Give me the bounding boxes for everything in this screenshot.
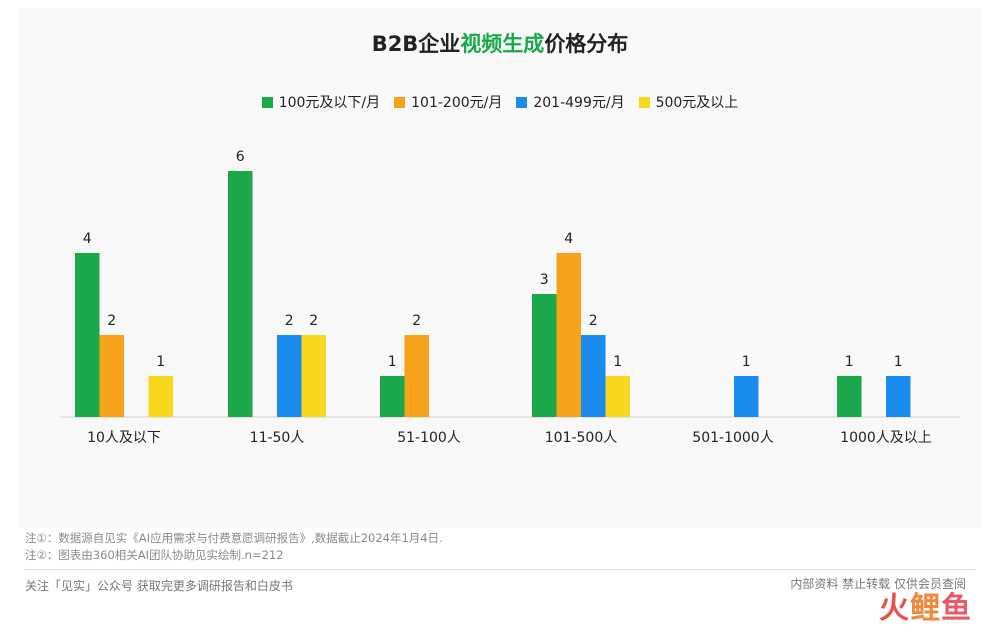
bar-3-2 [581,335,606,417]
footer-divider [25,569,975,570]
bar-3-1 [556,253,581,417]
bar-2-0 [380,376,405,417]
data-label-3-1: 4 [564,231,573,247]
data-label-1-2: 2 [285,313,294,329]
bar-2-1 [404,335,429,417]
chart-panel [18,8,982,528]
legend-item-1: 101-200元/月 [394,92,502,112]
legend-label-1: 101-200元/月 [411,95,503,111]
bar-5-2 [886,376,911,417]
watermark-char-b: 鲤 [910,591,941,626]
watermark-char-c: 鱼 [941,591,972,626]
data-label-1-3: 2 [309,313,318,329]
data-label-2-0: 1 [388,354,397,370]
x-tick-label-5: 1000人及以上 [840,430,932,446]
notes: 注①：数据源自见实《AI应用需求与付费意愿调研报告》,数据截止2024年1月4日… [25,530,443,564]
x-tick-label-2: 51-100人 [397,430,461,446]
bar-0-0 [75,253,100,417]
legend-item-0: 100元及以下/月 [261,92,381,112]
footer-left-text: 关注「见实」公众号 获取完更多调研报告和白皮书 [25,579,293,593]
data-label-3-3: 1 [613,354,622,370]
legend-swatch-1 [394,96,406,108]
data-label-0-3: 1 [156,354,165,370]
bar-1-3 [301,335,326,417]
bar-0-3 [148,376,173,417]
legend-label-3: 500元及以上 [655,95,739,111]
footer-right-text: 内部资料 禁止转载 仅供会员查阅 [790,577,966,591]
legend-swatch-2 [516,96,528,108]
bar-0-1 [99,335,124,417]
bar-3-0 [532,294,557,417]
title-prefix: B2B企业 [371,32,461,56]
data-label-3-2: 2 [589,313,598,329]
legend-swatch-3 [638,96,650,108]
data-label-0-0: 4 [83,231,92,247]
watermark-char-a: 火 [879,591,910,626]
bar-1-0 [228,171,253,417]
legend-label-2: 201-499元/月 [533,95,625,111]
data-label-0-1: 2 [107,313,116,329]
chart-title: B2B企业视频生成价格分布 [0,28,1000,58]
legend-item-2: 201-499元/月 [516,92,625,112]
legend-item-3: 500元及以上 [638,92,739,112]
x-tick-label-1: 11-50人 [250,430,305,446]
note-2: 注②：图表由360相关AI团队协助见实绘制.n=212 [25,548,284,562]
x-tick-label-0: 10人及以下 [87,430,161,446]
legend-swatch-0 [261,96,273,108]
data-label-2-1: 2 [412,313,421,329]
data-label-4-2: 1 [742,354,751,370]
chart-legend: 100元及以下/月 101-200元/月 201-499元/月 500元及以上 [0,92,1000,112]
bar-1-2 [277,335,302,417]
title-suffix: 价格分布 [544,32,629,56]
data-label-1-0: 6 [236,149,245,165]
note-1: 注①：数据源自见实《AI应用需求与付费意愿调研报告》,数据截止2024年1月4日… [25,531,443,545]
data-label-5-0: 1 [845,354,854,370]
bar-3-3 [605,376,630,417]
bar-5-0 [837,376,862,417]
data-label-3-0: 3 [540,272,549,288]
data-label-5-2: 1 [894,354,903,370]
legend-label-0: 100元及以下/月 [278,95,381,111]
x-tick-label-3: 101-500人 [545,430,618,446]
bar-4-2 [734,376,759,417]
title-highlight: 视频生成 [460,32,545,56]
x-tick-label-4: 501-1000人 [692,430,773,446]
watermark-logo: 火鲤鱼 [879,583,972,627]
